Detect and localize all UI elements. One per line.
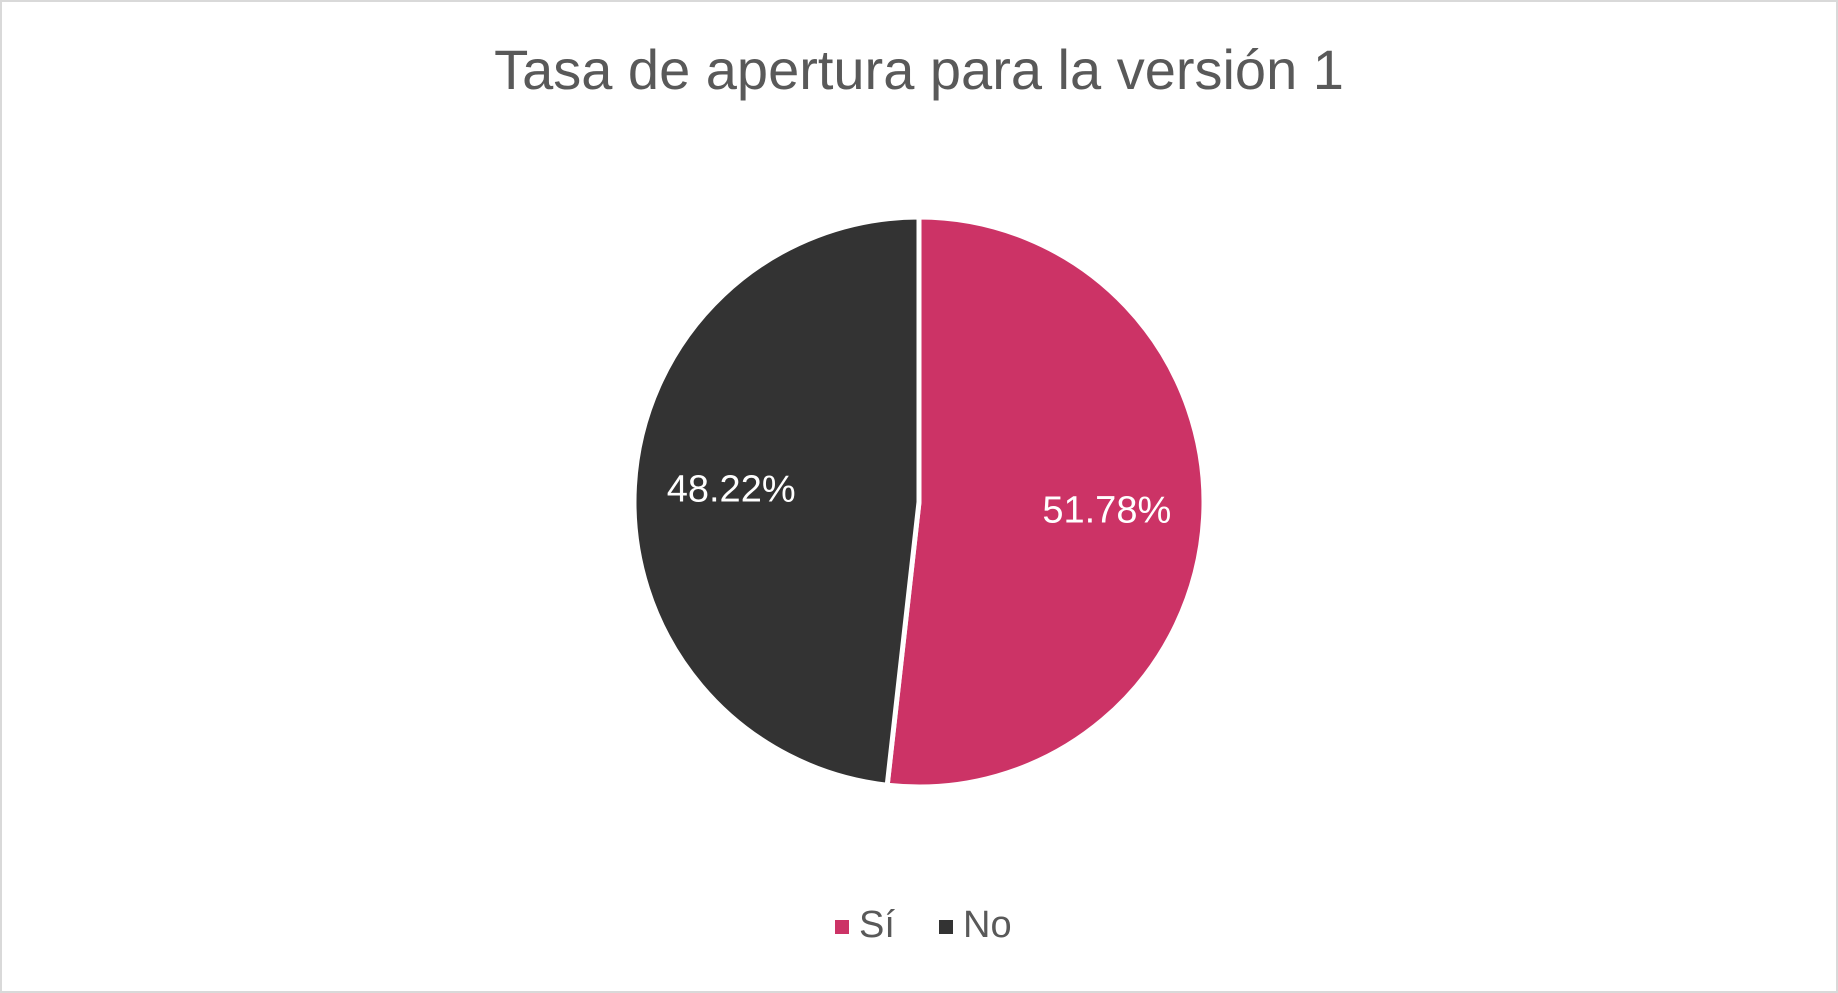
legend-swatch: [835, 920, 849, 934]
legend-label: No: [963, 904, 1012, 946]
chart-title: Tasa de apertura para la versión 1: [494, 38, 1344, 101]
data-label: 51.78%: [1042, 490, 1171, 532]
legend-label: Sí: [859, 904, 895, 946]
legend-swatch: [939, 920, 953, 934]
pie-slice: [631, 214, 922, 788]
data-label: 48.22%: [667, 469, 796, 511]
pie-slice: [884, 214, 1207, 790]
